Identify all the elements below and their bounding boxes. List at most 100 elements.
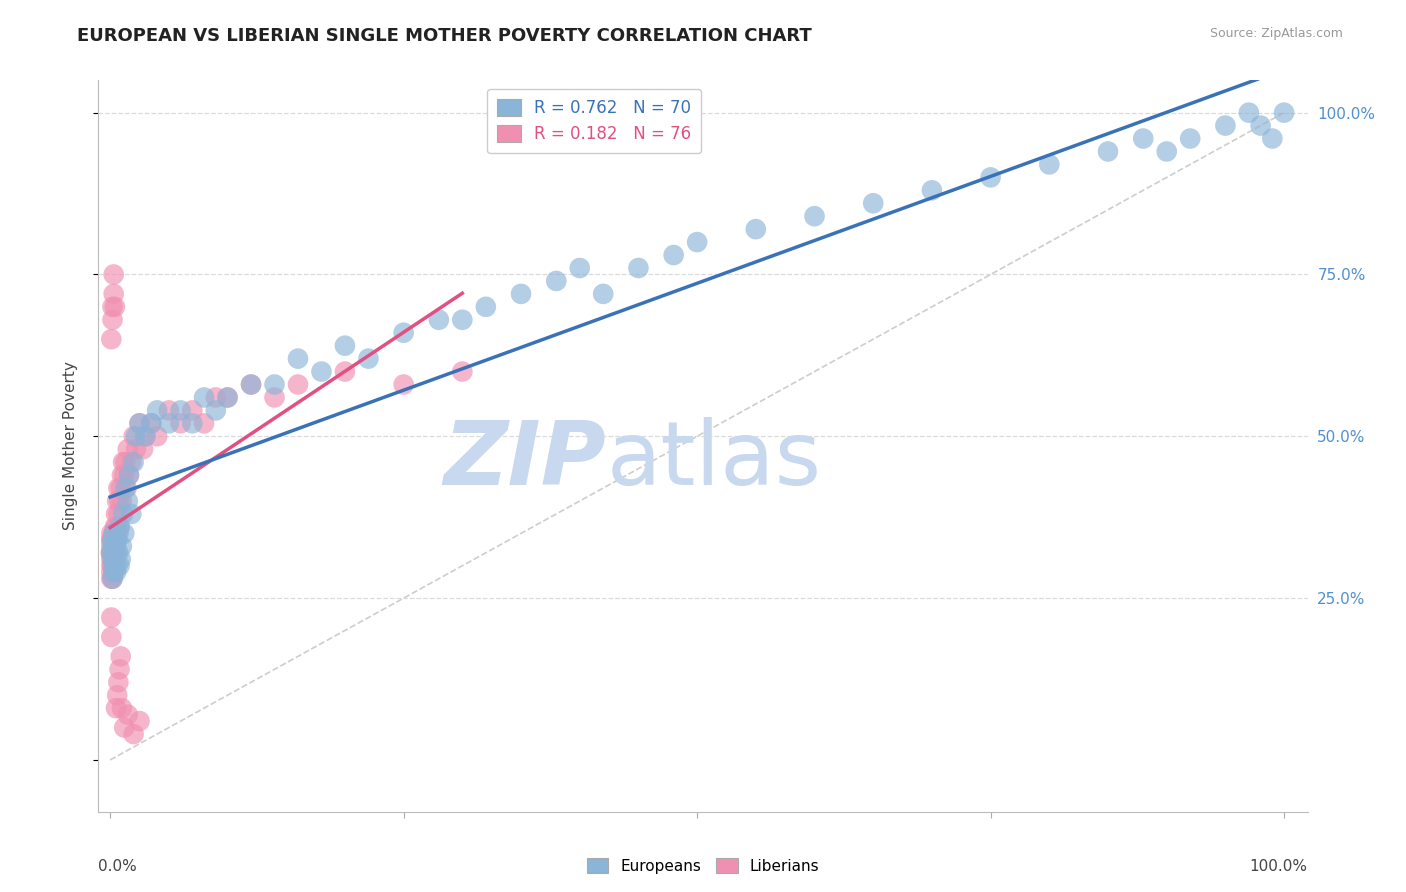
Point (110, 649, 132, 664)
Point (100, 332, 122, 346)
Point (217, 391, 239, 405)
Point (217, 391, 239, 405)
Point (108, 520, 131, 534)
Point (101, 572, 124, 586)
Point (120, 507, 142, 521)
Point (122, 727, 145, 741)
Y-axis label: Single Mother Poverty: Single Mother Poverty (63, 361, 77, 531)
Point (104, 300, 127, 314)
Point (110, 481, 132, 495)
Point (1261, 131, 1284, 145)
Point (146, 429, 169, 443)
Point (546, 274, 568, 288)
Point (169, 403, 191, 417)
Point (108, 662, 131, 676)
Point (117, 442, 139, 457)
Point (107, 481, 129, 495)
Point (111, 701, 134, 715)
Point (141, 417, 163, 431)
Point (104, 520, 127, 534)
Point (592, 286, 614, 301)
Point (100, 572, 122, 586)
Point (427, 312, 450, 326)
Point (101, 533, 124, 547)
Point (392, 377, 415, 392)
Point (107, 507, 129, 521)
Point (745, 222, 768, 236)
Point (169, 417, 191, 431)
Point (100, 566, 122, 580)
Point (112, 468, 135, 483)
Point (105, 494, 128, 508)
Point (103, 558, 125, 573)
Point (103, 268, 125, 282)
Point (103, 286, 125, 301)
Point (157, 403, 180, 417)
Point (108, 520, 131, 534)
Point (475, 300, 498, 314)
Point (1272, 105, 1295, 120)
Point (103, 566, 125, 580)
Point (101, 558, 124, 573)
Point (204, 403, 226, 417)
Point (686, 235, 709, 249)
Point (108, 494, 131, 508)
Point (568, 260, 591, 275)
Point (1132, 131, 1154, 145)
Point (103, 539, 125, 553)
Point (240, 377, 263, 392)
Point (118, 468, 141, 483)
Point (103, 526, 125, 541)
Point (134, 429, 156, 443)
Point (120, 455, 142, 469)
Point (125, 429, 148, 443)
Point (1250, 119, 1272, 133)
Point (263, 377, 285, 392)
Point (181, 403, 204, 417)
Point (451, 312, 474, 326)
Point (105, 507, 128, 521)
Point (1156, 145, 1178, 159)
Point (128, 417, 150, 431)
Point (105, 533, 128, 547)
Point (125, 442, 148, 457)
Point (100, 546, 122, 560)
Point (118, 468, 141, 483)
Point (333, 365, 356, 379)
Text: 100.0%: 100.0% (1250, 859, 1308, 874)
Point (980, 170, 1002, 185)
Point (122, 455, 145, 469)
Point (662, 248, 685, 262)
Point (921, 183, 943, 197)
Point (105, 533, 128, 547)
Point (105, 539, 128, 553)
Point (110, 552, 132, 566)
Point (157, 417, 180, 431)
Point (105, 520, 128, 534)
Text: Source: ZipAtlas.com: Source: ZipAtlas.com (1209, 27, 1343, 40)
Point (451, 365, 474, 379)
Point (193, 391, 215, 405)
Point (1215, 119, 1237, 133)
Text: ZIP: ZIP (443, 417, 606, 504)
Point (103, 566, 125, 580)
Point (107, 546, 129, 560)
Point (100, 539, 122, 553)
Point (115, 481, 138, 495)
Point (1038, 157, 1060, 171)
Point (114, 481, 136, 495)
Point (103, 526, 125, 541)
Point (117, 494, 139, 508)
Point (100, 546, 122, 560)
Point (112, 455, 135, 469)
Point (122, 429, 145, 443)
Point (105, 688, 128, 702)
Point (357, 351, 380, 366)
Point (132, 442, 155, 457)
Point (111, 539, 134, 553)
Text: EUROPEAN VS LIBERIAN SINGLE MOTHER POVERTY CORRELATION CHART: EUROPEAN VS LIBERIAN SINGLE MOTHER POVER… (77, 27, 813, 45)
Point (627, 260, 650, 275)
Point (240, 377, 263, 392)
Point (146, 403, 169, 417)
Point (100, 558, 122, 573)
